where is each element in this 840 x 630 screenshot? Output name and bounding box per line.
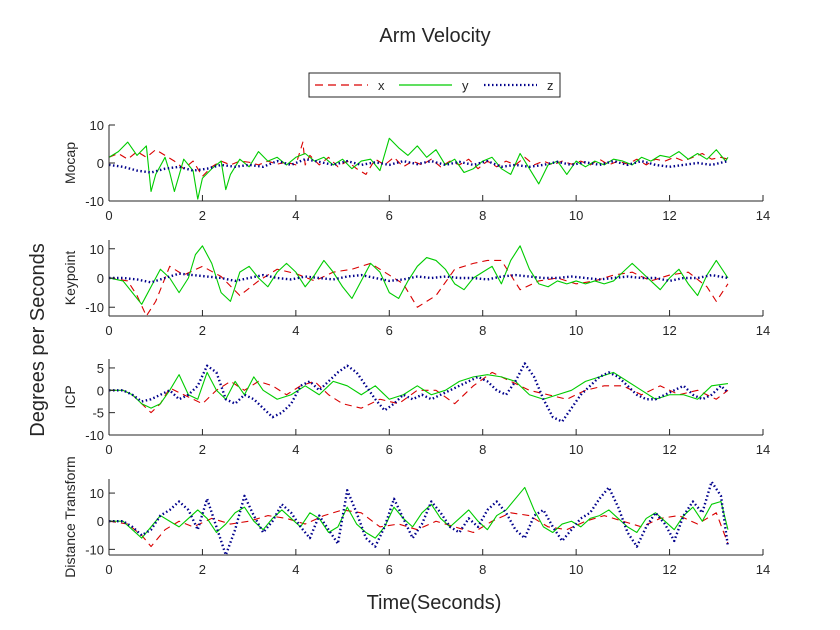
x-tick-label: 0 bbox=[105, 323, 112, 338]
y-tick-label: 10 bbox=[90, 242, 104, 257]
series-group bbox=[109, 137, 729, 200]
series-group bbox=[109, 480, 730, 555]
x-tick-label: 2 bbox=[199, 208, 206, 223]
y-tick-label: 10 bbox=[90, 118, 104, 133]
x-tick-label: 10 bbox=[569, 323, 583, 338]
x-tick-label: 8 bbox=[479, 323, 486, 338]
x-tick-label: 14 bbox=[756, 442, 770, 457]
x-tick-label: 4 bbox=[292, 442, 299, 457]
x-tick-label: 12 bbox=[662, 562, 676, 577]
subplot-y-label: Keypoint bbox=[62, 251, 78, 306]
x-tick-label: 4 bbox=[292, 208, 299, 223]
y-tick-label: -10 bbox=[85, 542, 104, 557]
y-tick-label: -10 bbox=[85, 194, 104, 209]
chart-title: Arm Velocity bbox=[379, 25, 490, 47]
y-tick-label: -5 bbox=[92, 406, 104, 421]
x-tick-label: 0 bbox=[105, 208, 112, 223]
legend-x-label: x bbox=[378, 78, 385, 93]
series-y-line bbox=[109, 371, 729, 409]
legend: x y z bbox=[308, 72, 561, 98]
x-tick-label: 8 bbox=[479, 208, 486, 223]
x-tick-label: 2 bbox=[199, 323, 206, 338]
y-tick-label: 0 bbox=[97, 156, 104, 171]
y-tick-label: 10 bbox=[90, 486, 104, 501]
series-z-line bbox=[109, 362, 729, 423]
series-z-line bbox=[109, 272, 729, 284]
x-tick-label: 12 bbox=[662, 323, 676, 338]
x-tick-label: 12 bbox=[662, 208, 676, 223]
subplot-y-label: Mocap bbox=[62, 142, 78, 184]
subplot-3: 0 2 4 6 8 10 12 14 5 0 -5 -10 ICP bbox=[62, 359, 770, 457]
x-tick-label: 0 bbox=[105, 442, 112, 457]
series-y-line bbox=[109, 245, 729, 305]
x-tick-label: 10 bbox=[569, 208, 583, 223]
subplot-y-label: ICP bbox=[62, 385, 78, 408]
series-z-line bbox=[109, 158, 729, 174]
y-tick-label: -10 bbox=[85, 300, 104, 315]
series-y-line bbox=[109, 137, 729, 200]
x-tick-label: 6 bbox=[386, 208, 393, 223]
x-tick-label: 2 bbox=[199, 442, 206, 457]
x-tick-label: 14 bbox=[756, 323, 770, 338]
series-x-line bbox=[109, 259, 729, 316]
x-tick-label: 14 bbox=[756, 562, 770, 577]
y-tick-label: -10 bbox=[85, 428, 104, 443]
x-tick-label: 12 bbox=[662, 442, 676, 457]
x-tick-label: 8 bbox=[479, 442, 486, 457]
x-tick-label: 6 bbox=[386, 323, 393, 338]
y-tick-label: 0 bbox=[97, 383, 104, 398]
shared-y-axis-label: Degrees per Seconds bbox=[27, 243, 49, 436]
x-tick-label: 14 bbox=[756, 208, 770, 223]
legend-y-label: y bbox=[462, 78, 469, 93]
y-tick-label: 5 bbox=[97, 361, 104, 376]
y-tick-label: 0 bbox=[97, 271, 104, 286]
legend-z-label: z bbox=[547, 78, 554, 93]
series-x-line bbox=[109, 371, 729, 414]
series-y-line bbox=[109, 486, 729, 539]
y-tick-label: 0 bbox=[97, 514, 104, 529]
subplot-y-label: Distance Transform bbox=[62, 456, 78, 577]
series-z-line bbox=[109, 480, 730, 555]
shared-x-axis-label: Time(Seconds) bbox=[367, 592, 502, 614]
x-tick-label: 0 bbox=[105, 562, 112, 577]
x-tick-label: 2 bbox=[199, 562, 206, 577]
x-tick-label: 6 bbox=[386, 562, 393, 577]
series-group bbox=[109, 362, 729, 423]
x-tick-label: 8 bbox=[479, 562, 486, 577]
x-tick-label: 10 bbox=[569, 562, 583, 577]
x-tick-label: 6 bbox=[386, 442, 393, 457]
x-tick-label: 10 bbox=[569, 442, 583, 457]
series-x-line bbox=[109, 509, 729, 548]
series-group bbox=[109, 245, 729, 316]
x-tick-label: 4 bbox=[292, 323, 299, 338]
x-tick-label: 4 bbox=[292, 562, 299, 577]
